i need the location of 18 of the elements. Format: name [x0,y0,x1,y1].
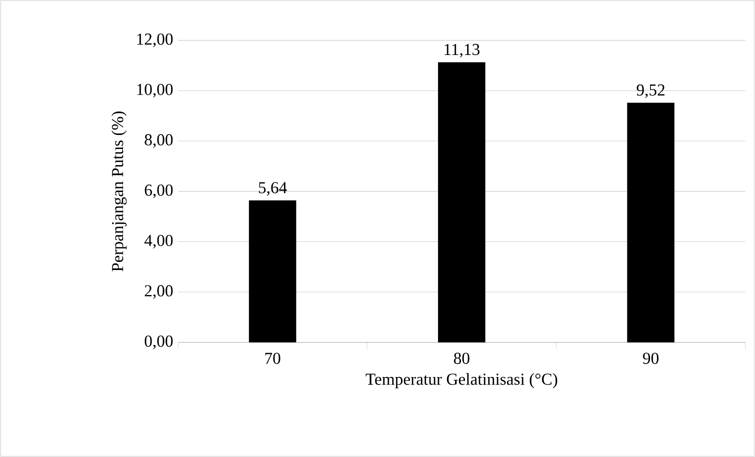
bar [248,200,296,342]
x-tick-label: 70 [265,352,280,364]
y-tick-label: 12,00 [137,34,173,48]
x-tick-label: 80 [454,352,470,364]
y-tick-label: 10,00 [137,84,173,98]
data-label: 11,13 [444,44,480,58]
data-label: 5,64 [258,182,287,196]
bar [627,102,674,342]
y-axis-title: Perpanjangan Putus (%) [111,112,127,272]
y-tick-label: 0,00 [144,336,173,350]
y-tick-label: 4,00 [144,234,173,248]
y-tick-label: 2,00 [144,285,173,299]
y-tick-label: 8,00 [144,134,173,148]
bar [438,62,486,342]
y-tick-label: 6,00 [144,184,173,198]
x-tick-label: 90 [642,352,658,364]
data-label: 9,52 [636,84,664,98]
x-axis-title: Temperatur Gelatinisasi (°C) [366,373,558,388]
